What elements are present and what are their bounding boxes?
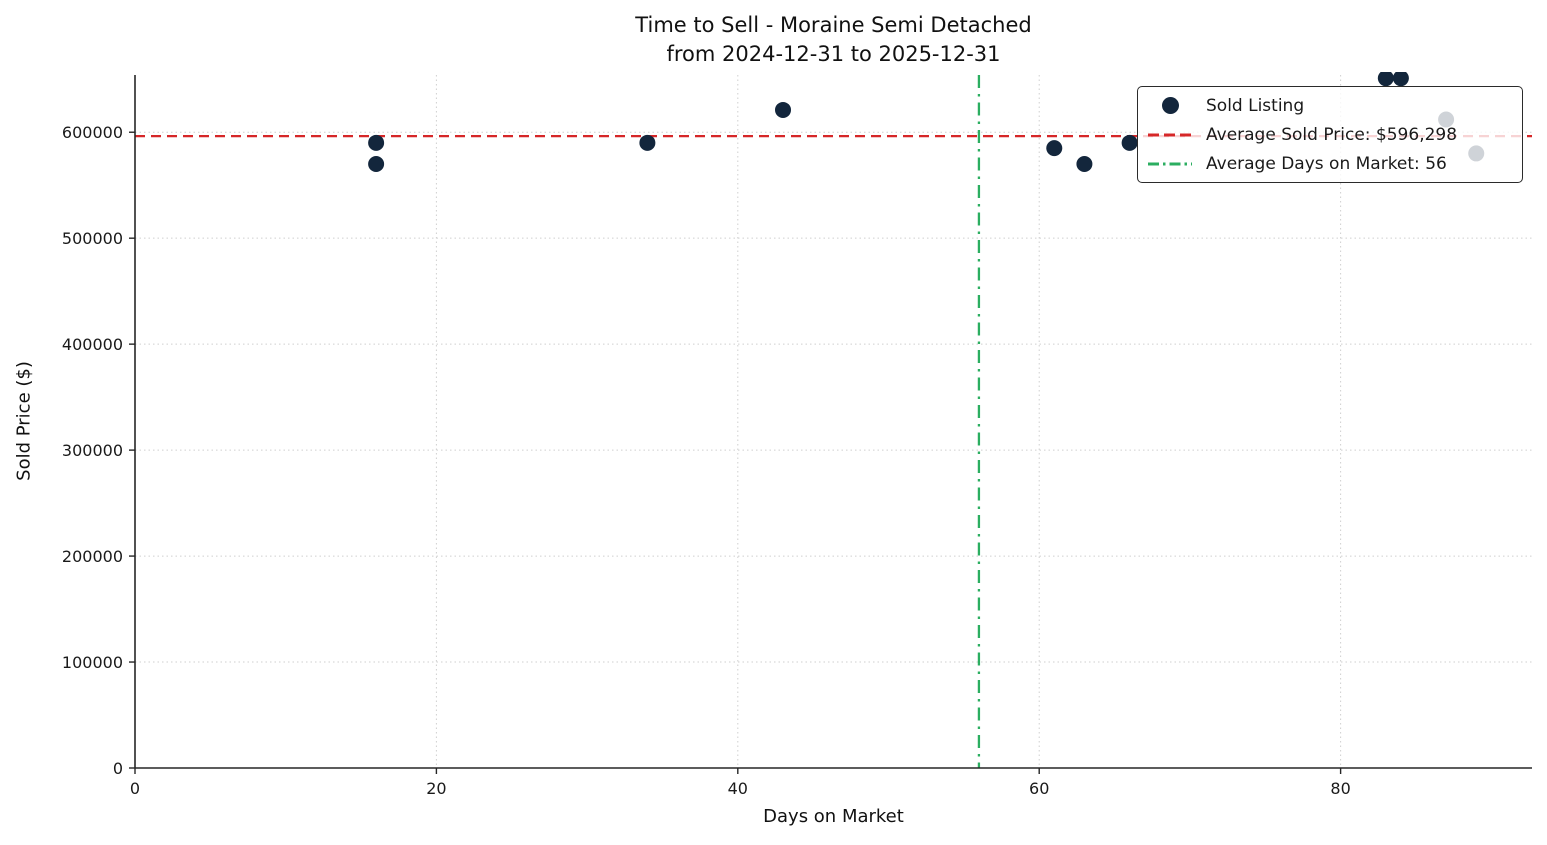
y-tick-label: 100000	[62, 653, 123, 672]
x-tick-label: 80	[1330, 779, 1350, 798]
x-tick-label: 0	[130, 779, 140, 798]
y-tick-label: 0	[113, 759, 123, 778]
scatter-point	[639, 134, 656, 151]
legend-label-avg-price: Average Sold Price: $596,298	[1206, 124, 1458, 145]
scatter-point	[775, 101, 792, 118]
y-axis-label: Sold Price ($)	[13, 361, 35, 481]
legend-row-avg-price: Average Sold Price: $596,298	[1146, 120, 1512, 149]
legend-marker-box	[1146, 132, 1194, 138]
chart-title-line1: Time to Sell - Moraine Semi Detached	[635, 13, 1032, 37]
legend-row-avg-days: Average Days on Market: 56	[1146, 149, 1512, 178]
scatter-point	[1076, 156, 1093, 173]
y-tick-label: 600000	[62, 123, 123, 142]
y-tick-label: 500000	[62, 229, 123, 248]
sold-listing-dot-icon	[1161, 97, 1179, 114]
legend-row-sold: Sold Listing	[1146, 91, 1512, 120]
x-axis-label: Days on Market	[763, 806, 904, 827]
legend-label-avg-days: Average Days on Market: 56	[1206, 153, 1447, 174]
scatter-point	[1377, 72, 1394, 87]
avg-price-dashed-line-icon	[1148, 133, 1192, 136]
chart-title-line2: from 2024-12-31 to 2025-12-31	[666, 42, 1001, 66]
scatter-point	[368, 156, 385, 173]
scatter-point	[1121, 134, 1138, 151]
y-tick-label: 200000	[62, 547, 123, 566]
legend-marker-box	[1146, 97, 1194, 114]
legend-marker-box	[1146, 161, 1194, 167]
y-tick-label: 400000	[62, 335, 123, 354]
y-tick-label: 300000	[62, 441, 123, 460]
x-tick-label: 20	[426, 779, 446, 798]
x-tick-label: 60	[1029, 779, 1049, 798]
scatter-point	[1046, 140, 1063, 157]
legend: Sold Listing Average Sold Price: $596,29…	[1137, 86, 1523, 183]
avg-days-dashdot-line-icon	[1148, 162, 1192, 165]
x-tick-label: 40	[728, 779, 748, 798]
legend-label-sold: Sold Listing	[1206, 95, 1305, 116]
scatter-point	[368, 134, 385, 151]
chart-title: Time to Sell - Moraine Semi Detached fro…	[135, 11, 1532, 69]
scatter-point	[1392, 72, 1409, 87]
